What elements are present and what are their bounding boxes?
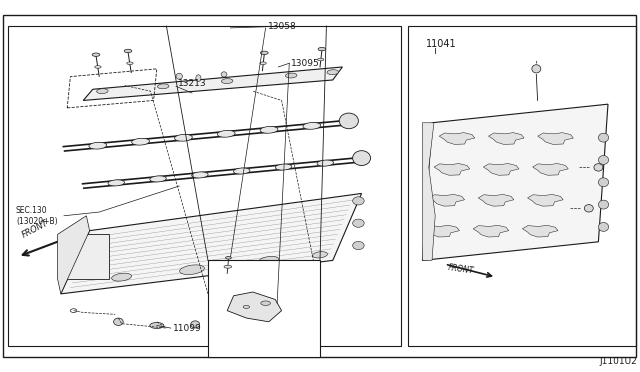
Ellipse shape <box>353 197 364 205</box>
Polygon shape <box>473 225 509 237</box>
Ellipse shape <box>594 164 603 171</box>
Ellipse shape <box>598 155 609 164</box>
Ellipse shape <box>221 78 233 84</box>
Ellipse shape <box>327 70 339 75</box>
Text: 13213: 13213 <box>178 79 207 88</box>
Ellipse shape <box>114 318 123 326</box>
Ellipse shape <box>124 49 132 52</box>
Ellipse shape <box>191 321 200 328</box>
Polygon shape <box>61 193 362 294</box>
Ellipse shape <box>532 65 541 73</box>
Ellipse shape <box>176 73 182 79</box>
Bar <box>408 26 636 346</box>
Ellipse shape <box>89 142 107 149</box>
Ellipse shape <box>353 151 371 166</box>
Ellipse shape <box>180 265 204 275</box>
Ellipse shape <box>598 200 609 209</box>
Ellipse shape <box>285 73 297 78</box>
Polygon shape <box>227 292 282 322</box>
Polygon shape <box>527 195 563 206</box>
Ellipse shape <box>150 176 166 182</box>
Ellipse shape <box>353 219 364 227</box>
Ellipse shape <box>157 84 169 89</box>
Ellipse shape <box>261 301 270 305</box>
Ellipse shape <box>259 256 279 264</box>
Ellipse shape <box>175 134 192 141</box>
Polygon shape <box>522 225 558 237</box>
Ellipse shape <box>598 178 609 187</box>
Polygon shape <box>434 164 470 175</box>
Ellipse shape <box>260 62 266 65</box>
Ellipse shape <box>92 53 100 56</box>
Ellipse shape <box>260 51 268 54</box>
Ellipse shape <box>317 58 324 61</box>
Polygon shape <box>483 164 519 175</box>
Text: (13020+B): (13020+B) <box>16 217 58 226</box>
Ellipse shape <box>221 72 227 77</box>
Text: J1101U2: J1101U2 <box>599 357 637 366</box>
Text: FRONT: FRONT <box>448 263 475 276</box>
Text: 13095: 13095 <box>291 59 320 68</box>
Bar <box>58 234 109 279</box>
Ellipse shape <box>598 222 609 231</box>
Ellipse shape <box>196 75 201 81</box>
Ellipse shape <box>191 172 208 178</box>
Ellipse shape <box>237 318 249 322</box>
Ellipse shape <box>243 305 250 308</box>
Ellipse shape <box>317 160 333 166</box>
Ellipse shape <box>584 205 593 212</box>
Ellipse shape <box>312 252 328 258</box>
Ellipse shape <box>218 131 235 137</box>
Polygon shape <box>58 216 90 294</box>
Ellipse shape <box>226 257 232 259</box>
Polygon shape <box>429 195 465 206</box>
Ellipse shape <box>598 133 609 142</box>
Ellipse shape <box>303 122 321 129</box>
Polygon shape <box>488 133 524 144</box>
Text: FRONT: FRONT <box>20 218 50 240</box>
Ellipse shape <box>260 126 278 133</box>
Polygon shape <box>83 67 342 100</box>
Text: 13058: 13058 <box>268 22 296 31</box>
Text: 11041: 11041 <box>426 39 456 48</box>
Polygon shape <box>538 133 573 144</box>
Ellipse shape <box>339 113 358 129</box>
Ellipse shape <box>150 323 164 328</box>
Polygon shape <box>422 104 608 260</box>
Polygon shape <box>439 133 475 144</box>
Ellipse shape <box>353 241 364 250</box>
Ellipse shape <box>127 62 133 65</box>
Ellipse shape <box>132 138 150 145</box>
Polygon shape <box>422 123 435 260</box>
Ellipse shape <box>95 65 101 68</box>
Polygon shape <box>424 225 460 237</box>
Ellipse shape <box>97 89 108 94</box>
Ellipse shape <box>224 265 232 268</box>
Text: 11099: 11099 <box>173 324 202 333</box>
Ellipse shape <box>111 273 132 281</box>
Bar <box>8 26 401 346</box>
Ellipse shape <box>318 48 326 51</box>
Polygon shape <box>478 195 514 206</box>
Polygon shape <box>532 164 568 175</box>
Text: SEC.130: SEC.130 <box>16 206 47 215</box>
Ellipse shape <box>108 180 124 186</box>
Bar <box>208 260 320 357</box>
Ellipse shape <box>275 164 292 170</box>
Ellipse shape <box>234 168 250 174</box>
